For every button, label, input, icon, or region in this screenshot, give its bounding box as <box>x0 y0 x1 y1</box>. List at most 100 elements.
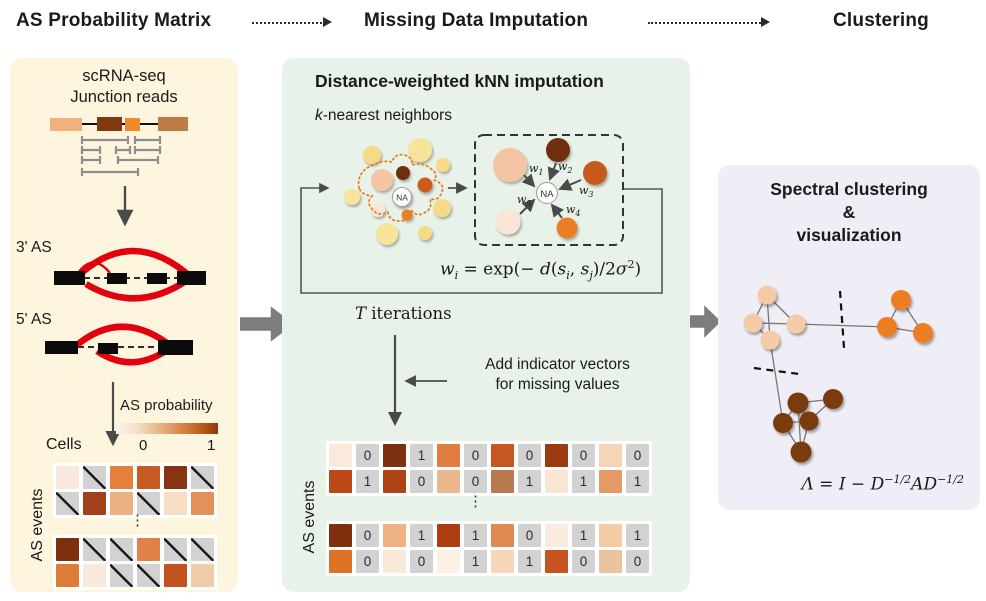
dotted-arrow-icon <box>648 17 770 27</box>
probability-matrix-bottom <box>53 535 217 590</box>
matrix-ellipsis: ⋮ <box>130 512 145 529</box>
indicator-cell: 1 <box>410 524 433 547</box>
iteration-loop-arrow <box>300 182 663 294</box>
value-cell <box>164 492 187 515</box>
f-comma: , <box>569 259 581 280</box>
weight-label: w5 <box>517 194 532 208</box>
clustering-panel: Spectral clustering & visualization <box>718 165 980 510</box>
indicator-cell: 1 <box>572 524 595 547</box>
f-exp: −1/2 <box>937 473 964 486</box>
as-events-axis-label: AS events <box>301 480 318 554</box>
as-probability-matrix-panel: scRNA-seq Junction reads <box>10 58 238 592</box>
as-events-axis-label: AS events <box>29 488 46 562</box>
weight-label: w4 <box>566 204 581 218</box>
header-step-missing-data-imputation: Missing Data Imputation <box>364 10 589 31</box>
indicator-cell: 0 <box>464 470 487 493</box>
value-cell <box>110 466 133 489</box>
w: w <box>566 203 576 216</box>
na-node-label: NA <box>540 189 554 200</box>
f-sigma: σ <box>615 259 628 280</box>
knn-detail-box <box>474 134 624 246</box>
value-cell <box>137 538 160 561</box>
indicator-cell: 0 <box>626 550 649 573</box>
indicator-note-line2: for missing values <box>495 376 620 393</box>
na-cell <box>191 538 214 561</box>
exon-box <box>50 118 82 131</box>
f-D: D <box>870 474 885 495</box>
colorbar-min-label: 0 <box>139 437 148 454</box>
matrix-row: 1 0 0 1 1 1 <box>329 470 649 493</box>
left-panel-graphics <box>45 117 206 447</box>
f-square: 2 <box>627 258 635 271</box>
value-cell <box>56 466 79 489</box>
as5-event-diagram <box>45 323 193 366</box>
junction-reads-label: Junction reads <box>70 88 178 106</box>
weight-label: w2 <box>558 161 573 175</box>
na-cell <box>83 466 106 489</box>
indicator-cell: 0 <box>356 550 379 573</box>
value-cell <box>137 466 160 489</box>
value-cell <box>164 466 187 489</box>
value-cell <box>56 538 79 561</box>
indicator-cell: 0 <box>518 524 541 547</box>
w: w <box>558 160 568 173</box>
value-cell <box>329 524 352 547</box>
w: w <box>517 193 527 206</box>
f-A: A <box>911 474 924 495</box>
clustering-title-line2: & <box>842 202 856 222</box>
indicator-cell: 0 <box>572 444 595 467</box>
f-paren: ( <box>550 259 558 280</box>
weight-arrows <box>519 162 582 219</box>
imputed-matrix-bottom: 0 1 1 0 1 1 0 0 1 1 0 0 <box>326 521 652 576</box>
indicator-cell: 1 <box>464 550 487 573</box>
matrix-row <box>56 492 214 515</box>
cell-scatter <box>344 138 451 245</box>
f-s1: s <box>557 259 567 280</box>
weight-label: w3 <box>579 185 594 199</box>
na-cell <box>137 564 160 587</box>
indicator-cell: 1 <box>572 470 595 493</box>
f-lambda: Λ <box>801 474 814 495</box>
cells-axis-label: Cells <box>46 436 82 453</box>
na-cell <box>191 466 214 489</box>
value-cell <box>191 492 214 515</box>
indicator-cell: 1 <box>626 470 649 493</box>
value-cell <box>383 524 406 547</box>
middle-panel-graphics: NA NA <box>300 134 663 427</box>
indicator-cell: 0 <box>410 550 433 573</box>
na-node <box>536 182 558 204</box>
value-cell <box>545 524 568 547</box>
value-cell <box>599 550 622 573</box>
peach-cluster <box>743 285 806 350</box>
value-cell <box>545 550 568 573</box>
matrix-row <box>56 564 214 587</box>
f-wsub: i <box>454 269 459 283</box>
indicator-cell: 0 <box>410 470 433 493</box>
f-s2: s <box>580 259 590 280</box>
f-minus: − <box>845 474 871 495</box>
exon-box <box>125 118 140 131</box>
value-cell <box>56 564 79 587</box>
matrix-row <box>56 466 214 489</box>
value-cell <box>383 444 406 467</box>
clustering-title-line1: Spectral clustering <box>770 179 928 199</box>
w-sub: 2 <box>567 166 573 176</box>
w: w <box>579 184 589 197</box>
na-cell <box>56 492 79 515</box>
value-cell <box>110 492 133 515</box>
matrix-ellipsis: ⋮ <box>468 493 483 510</box>
value-cell <box>329 470 352 493</box>
neighborhood-outline <box>357 153 444 222</box>
knn-label: k-nearest neighbors <box>315 107 452 125</box>
indicator-cell: 1 <box>626 524 649 547</box>
laplacian-formula: Λ = I − D−1/2AD−1/2 <box>801 473 964 495</box>
scrnaseq-label: scRNA-seq <box>82 67 166 85</box>
imputation-title: Distance-weighted kNN imputation <box>315 71 604 91</box>
na-cell <box>110 564 133 587</box>
iterations-label: T iterations <box>355 304 452 323</box>
f-eq: = <box>813 474 839 495</box>
colorbar-max-label: 1 <box>207 437 216 454</box>
f-D: D <box>923 474 938 495</box>
matrix-row: 0 1 0 0 0 0 <box>329 444 649 467</box>
indicator-cell: 1 <box>464 524 487 547</box>
